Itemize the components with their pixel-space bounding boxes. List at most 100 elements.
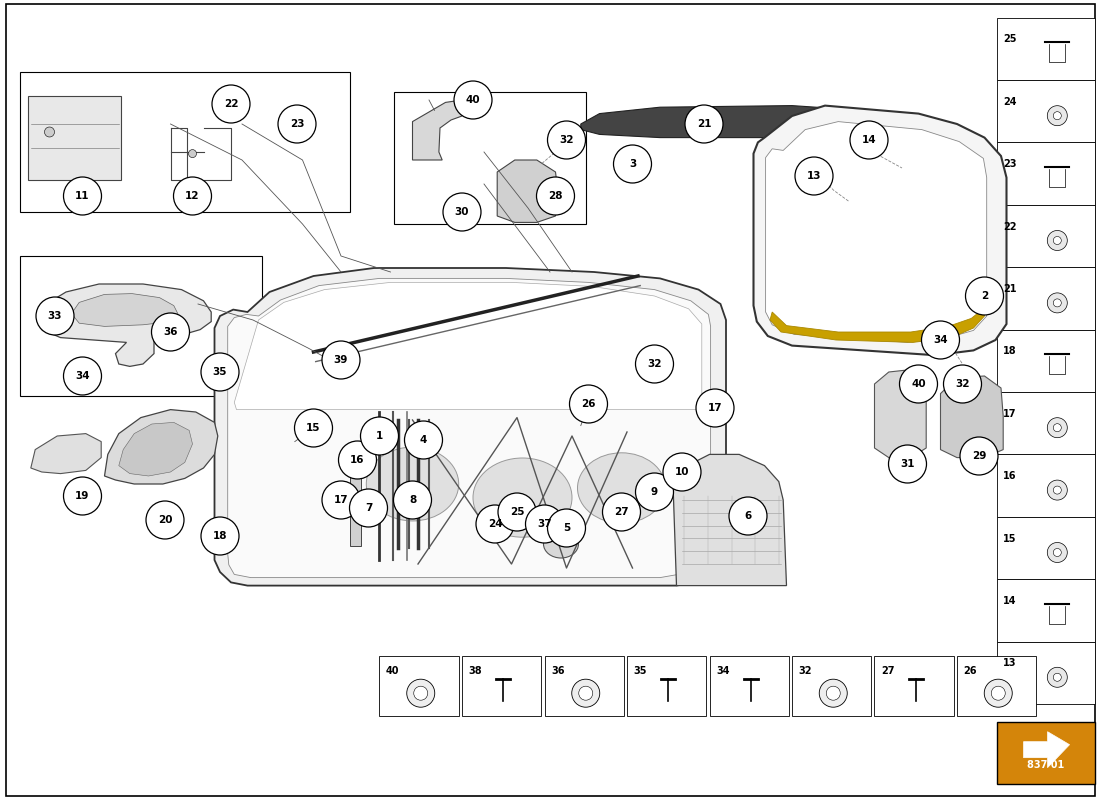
Text: 22: 22 (1003, 222, 1016, 232)
Text: 2: 2 (981, 291, 988, 301)
Circle shape (322, 341, 360, 379)
Circle shape (174, 177, 211, 215)
Bar (997, 267, 1094, 330)
Text: 1: 1 (376, 431, 383, 441)
Circle shape (188, 150, 197, 158)
Circle shape (322, 481, 360, 519)
Circle shape (820, 679, 847, 707)
Text: 40: 40 (386, 666, 399, 675)
Text: 27: 27 (614, 507, 629, 517)
Circle shape (603, 493, 640, 531)
Text: 11: 11 (75, 191, 90, 201)
Circle shape (44, 127, 55, 137)
Circle shape (146, 501, 184, 539)
Circle shape (685, 105, 723, 143)
Text: 6: 6 (745, 511, 751, 521)
Text: 34: 34 (75, 371, 90, 381)
Circle shape (64, 177, 101, 215)
Text: 22: 22 (223, 99, 239, 109)
Polygon shape (766, 122, 987, 342)
Circle shape (1054, 424, 1062, 432)
Text: 32: 32 (647, 359, 662, 369)
Text: 23: 23 (1003, 159, 1016, 170)
Circle shape (537, 177, 574, 215)
Bar (350, 462, 361, 546)
Bar (792, 656, 871, 716)
Circle shape (394, 481, 431, 519)
Circle shape (1054, 112, 1062, 120)
Circle shape (572, 679, 600, 707)
Bar (20, 72, 350, 212)
Bar (627, 656, 706, 716)
Text: 39: 39 (333, 355, 349, 365)
Circle shape (614, 145, 651, 183)
Circle shape (339, 441, 376, 479)
Text: 36: 36 (551, 666, 564, 675)
Circle shape (407, 679, 434, 707)
Text: 14: 14 (861, 135, 877, 145)
Text: euroParts: euroParts (229, 297, 695, 471)
Circle shape (850, 121, 888, 159)
Circle shape (1054, 486, 1062, 494)
Text: 3: 3 (629, 159, 636, 169)
Circle shape (696, 389, 734, 427)
Text: 15: 15 (1003, 534, 1016, 544)
Text: 34: 34 (933, 335, 948, 345)
Circle shape (960, 437, 998, 475)
Text: 16: 16 (350, 455, 365, 465)
Text: 25: 25 (509, 507, 525, 517)
Ellipse shape (366, 447, 459, 521)
Text: 32: 32 (955, 379, 970, 389)
Circle shape (212, 85, 250, 123)
Text: 21: 21 (696, 119, 712, 129)
Circle shape (201, 517, 239, 555)
Text: 21: 21 (1003, 284, 1016, 294)
Circle shape (966, 277, 1003, 315)
Circle shape (295, 409, 332, 447)
Circle shape (548, 121, 585, 159)
Circle shape (476, 505, 514, 543)
Bar (710, 656, 789, 716)
Circle shape (443, 193, 481, 231)
Text: 27: 27 (881, 666, 894, 675)
Polygon shape (104, 410, 218, 484)
Text: 13: 13 (1003, 658, 1016, 669)
Bar (874, 656, 954, 716)
Bar (28, 96, 121, 180)
Bar (544, 656, 624, 716)
Circle shape (795, 157, 833, 195)
Polygon shape (72, 294, 178, 326)
Circle shape (414, 686, 428, 700)
Text: 17: 17 (333, 495, 349, 505)
Text: 837 01: 837 01 (1027, 760, 1064, 770)
Circle shape (201, 353, 239, 391)
Circle shape (922, 321, 959, 359)
Polygon shape (874, 370, 926, 458)
Circle shape (350, 489, 387, 527)
Circle shape (278, 105, 316, 143)
Bar (394, 92, 586, 224)
Bar (997, 142, 1094, 205)
Bar (997, 722, 1094, 784)
Text: 33: 33 (47, 311, 63, 321)
Bar (997, 392, 1094, 454)
Circle shape (361, 417, 398, 455)
Circle shape (1047, 230, 1067, 250)
Polygon shape (119, 422, 192, 476)
Polygon shape (673, 454, 786, 586)
Bar (957, 656, 1036, 716)
Polygon shape (412, 100, 462, 160)
Circle shape (548, 509, 585, 547)
Text: 12: 12 (185, 191, 200, 201)
Text: a passion for cars since 1985: a passion for cars since 1985 (214, 435, 666, 557)
Circle shape (36, 297, 74, 335)
Text: 8: 8 (409, 495, 416, 505)
Text: 38: 38 (469, 666, 482, 675)
Text: 7: 7 (365, 503, 372, 513)
Circle shape (889, 445, 926, 483)
Polygon shape (754, 106, 1007, 355)
Circle shape (636, 473, 673, 511)
Polygon shape (497, 160, 559, 222)
Circle shape (900, 365, 937, 403)
Text: 14: 14 (1003, 596, 1016, 606)
